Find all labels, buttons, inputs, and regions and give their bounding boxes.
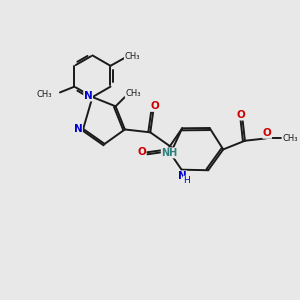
- Text: O: O: [237, 110, 245, 120]
- Text: CH₃: CH₃: [125, 88, 141, 98]
- Text: NH: NH: [161, 148, 178, 158]
- Text: N: N: [74, 124, 82, 134]
- Text: CH₃: CH₃: [124, 52, 140, 61]
- Text: CH₃: CH₃: [36, 90, 52, 99]
- Text: N: N: [178, 171, 187, 181]
- Text: N: N: [84, 91, 92, 101]
- Text: O: O: [137, 147, 146, 157]
- Text: CH₃: CH₃: [282, 134, 298, 143]
- Text: O: O: [150, 101, 159, 111]
- Text: H: H: [183, 176, 190, 185]
- Text: O: O: [263, 128, 272, 138]
